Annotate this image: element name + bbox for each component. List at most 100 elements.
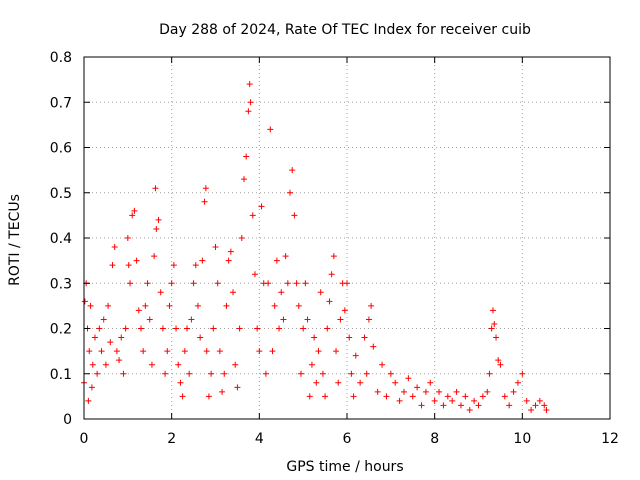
data-point <box>181 348 188 355</box>
data-point <box>236 325 243 332</box>
data-point <box>311 334 318 341</box>
data-point <box>131 207 138 214</box>
data-point <box>436 388 443 395</box>
data-point <box>197 334 204 341</box>
data-point <box>232 361 239 368</box>
data-point <box>81 298 88 305</box>
y-axis-label: ROTI / TECUs <box>7 194 23 286</box>
y-tick-label: 0.5 <box>50 186 72 202</box>
data-point <box>361 334 368 341</box>
data-point <box>116 357 123 364</box>
data-point <box>199 257 206 264</box>
data-point <box>486 370 493 377</box>
data-point <box>295 302 302 309</box>
data-point <box>370 343 377 350</box>
data-point <box>348 370 355 377</box>
data-point <box>251 271 258 278</box>
data-point <box>175 361 182 368</box>
data-point <box>234 384 241 391</box>
data-point <box>212 244 219 251</box>
data-point <box>282 253 289 260</box>
data-point <box>243 153 250 160</box>
data-point <box>379 361 386 368</box>
data-point <box>363 370 370 377</box>
data-point <box>179 393 186 400</box>
data-point <box>453 388 460 395</box>
data-point <box>532 402 539 409</box>
data-point <box>122 325 129 332</box>
data-point <box>418 402 425 409</box>
data-point <box>350 393 357 400</box>
data-point <box>152 185 159 192</box>
data-point <box>216 348 223 355</box>
data-point <box>315 348 322 355</box>
data-point <box>96 325 103 332</box>
data-point <box>140 348 147 355</box>
data-point <box>118 334 125 341</box>
data-point <box>265 280 272 287</box>
data-point <box>346 334 353 341</box>
data-point <box>501 393 508 400</box>
data-point <box>100 316 107 323</box>
data-point <box>225 257 232 264</box>
data-point <box>328 271 335 278</box>
data-point <box>304 316 311 323</box>
data-point <box>409 393 416 400</box>
data-point <box>365 316 372 323</box>
data-point <box>86 348 93 355</box>
data-point <box>88 384 95 391</box>
data-point <box>489 307 496 314</box>
data-point <box>392 379 399 386</box>
data-point <box>173 325 180 332</box>
data-point <box>246 81 253 88</box>
data-point <box>230 289 237 296</box>
data-point <box>238 235 245 241</box>
y-tick-label: 0.7 <box>50 95 72 111</box>
data-point <box>258 203 265 210</box>
data-point <box>107 339 114 346</box>
y-tick-label: 0.2 <box>50 322 72 338</box>
x-tick-label: 12 <box>601 431 619 447</box>
data-point <box>111 244 118 251</box>
data-point <box>543 406 550 413</box>
data-point <box>431 397 438 404</box>
data-point <box>357 379 364 386</box>
data-point <box>341 307 348 314</box>
data-point <box>462 393 469 400</box>
data-point <box>427 379 434 386</box>
data-point <box>240 176 247 183</box>
data-point <box>491 320 498 327</box>
y-tick-label: 0.4 <box>50 231 72 247</box>
x-tick-label: 6 <box>343 431 352 447</box>
data-point <box>497 361 504 368</box>
data-point <box>247 99 254 106</box>
x-tick-label: 0 <box>80 431 89 447</box>
data-point <box>387 370 394 377</box>
data-point <box>368 302 375 309</box>
data-point <box>422 388 429 395</box>
data-point <box>510 388 517 395</box>
data-point <box>125 262 132 269</box>
data-point <box>135 307 142 314</box>
data-point <box>291 212 298 219</box>
data-point <box>262 370 269 377</box>
points-layer <box>81 81 550 413</box>
data-point <box>313 379 320 386</box>
data-point <box>523 397 530 404</box>
data-point <box>444 393 451 400</box>
data-point <box>493 334 500 341</box>
data-point <box>208 370 215 377</box>
data-point <box>514 379 521 386</box>
data-point <box>271 302 278 309</box>
chart-title: Day 288 of 2024, Rate Of TEC Index for r… <box>159 22 531 38</box>
data-point <box>227 248 234 255</box>
grid-layer <box>84 57 610 419</box>
data-point <box>94 370 101 377</box>
data-point <box>177 379 184 386</box>
data-point <box>109 262 116 269</box>
data-point <box>146 316 153 323</box>
data-point <box>137 325 144 332</box>
data-point <box>157 289 164 296</box>
data-point <box>374 388 381 395</box>
data-point <box>284 280 291 287</box>
